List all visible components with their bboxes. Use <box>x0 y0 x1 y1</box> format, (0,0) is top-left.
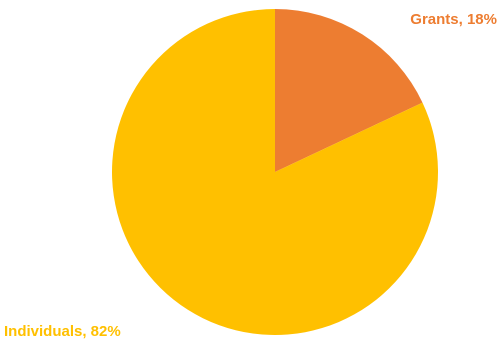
slice-label-grants: Grants, 18% <box>410 11 497 28</box>
pie-slices <box>112 9 438 335</box>
slice-label-individuals: Individuals, 82% <box>4 323 121 340</box>
